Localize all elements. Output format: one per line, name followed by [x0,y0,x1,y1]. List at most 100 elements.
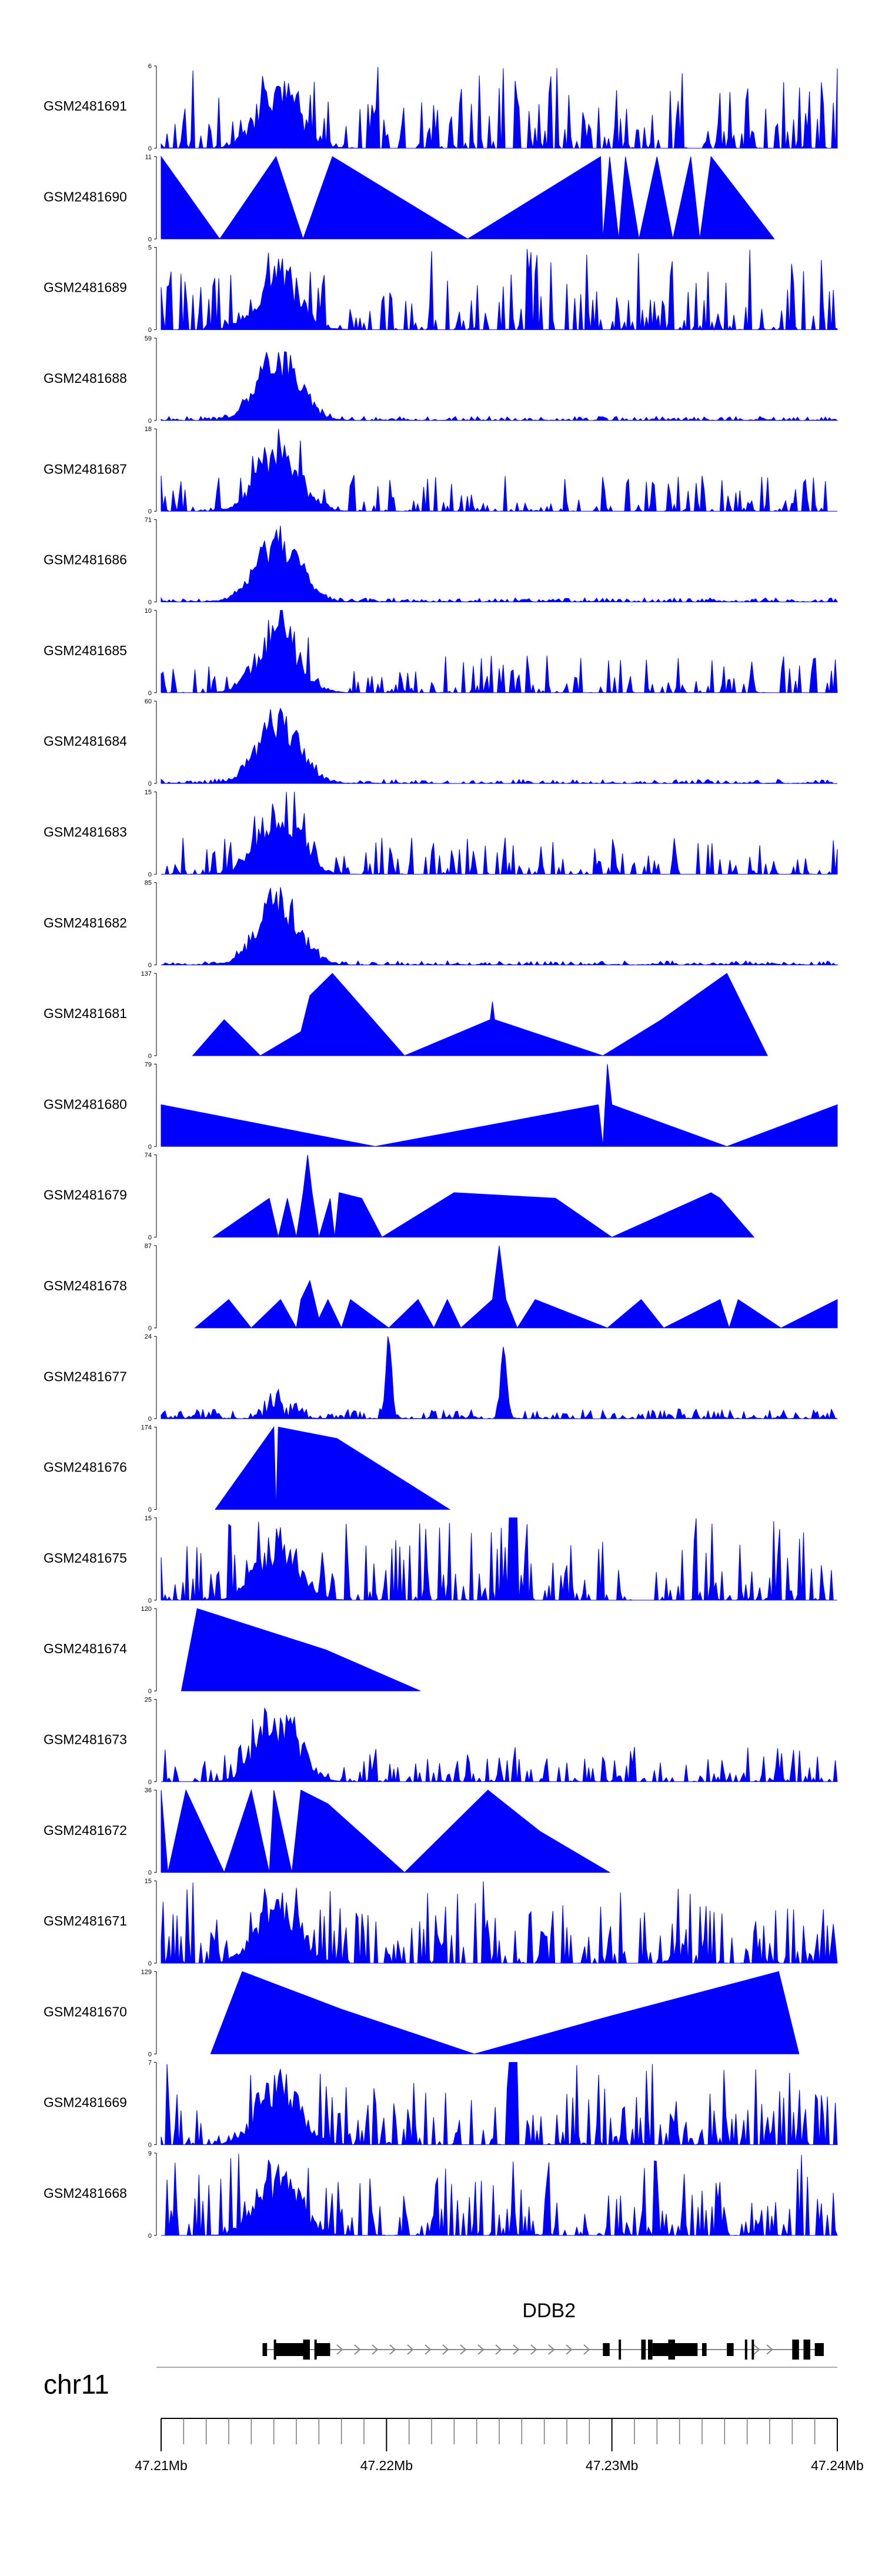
exon [603,2343,610,2356]
track-label: GSM2481676 [44,1460,127,1475]
y-tick-label: 0 [148,962,152,969]
y-tick-label: 0 [148,1507,152,1514]
exon [262,2343,268,2356]
y-tick-label: 9 [148,2150,152,2157]
y-tick-label: 0 [148,871,152,878]
coverage-area [161,155,775,240]
track-label: GSM2481690 [44,189,127,204]
y-tick-label: 0 [148,236,152,243]
coverage-area [161,2062,838,2146]
strand-arrow [530,2344,537,2355]
track-GSM2481691: GSM2481691 6 0 [44,63,838,152]
strand-arrow [372,2344,379,2355]
y-tick-label: 0 [148,2051,152,2058]
y-tick-label: 0 [148,2233,152,2240]
y-tick-label: 0 [148,780,152,788]
y-tick-label: 10 [145,608,152,615]
track-label: GSM2481677 [44,1369,127,1384]
track-label: GSM2481681 [44,1006,127,1021]
strand-arrow [583,2344,590,2355]
y-tick-label: 0 [148,1325,152,1332]
genome-axis: chr11 47.21Mb 47.22Mb 47.23Mb 47.24Mb [44,2367,864,2473]
coverage-area [194,1245,838,1329]
y-tick-label: 120 [141,1606,152,1613]
track-label: GSM2481674 [44,1641,127,1656]
y-tick-label: 0 [148,1960,152,1967]
y-tick-label: 7 [148,2060,152,2067]
exon [276,2343,303,2356]
y-tick-label: 137 [141,970,152,977]
exon [619,2340,622,2360]
coverage-area [161,351,838,421]
track-GSM2481668: GSM2481668 9 0 [44,2150,838,2240]
track-GSM2481670: GSM2481670 129 0 [44,1968,800,2058]
y-tick-label: 0 [148,1688,152,1695]
y-tick-label: 59 [145,335,152,342]
strand-arrow [354,2344,361,2355]
track-GSM2481681: GSM2481681 137 0 [44,970,769,1060]
strand-arrow [766,2344,773,2355]
track-GSM2481680: GSM2481680 79 0 [44,1061,838,1150]
exon [316,2343,330,2356]
y-tick-label: 36 [145,1787,152,1794]
coverage-area [215,1426,451,1510]
y-tick-label: 87 [145,1243,152,1250]
coverage-area [161,610,838,694]
y-tick-label: 0 [148,327,152,334]
y-tick-label: 11 [145,154,152,161]
strand-arrow [336,2344,343,2355]
coverage-area [212,1154,755,1238]
coverage-area [161,707,837,785]
exon [751,2340,754,2360]
y-tick-label: 5 [148,245,152,252]
y-tick-label: 0 [148,1416,152,1423]
strand-arrow [495,2344,502,2355]
exon [314,2340,317,2360]
exon [814,2343,824,2356]
strand-arrow [425,2344,432,2355]
y-tick-label: 71 [145,517,152,524]
x-tick-label: 47.21Mb [135,2458,188,2473]
y-tick-label: 174 [141,1424,152,1432]
track-label: GSM2481685 [44,643,127,658]
y-tick-label: 79 [145,1061,152,1068]
exon [727,2343,734,2356]
track-GSM2481669: GSM2481669 7 0 [44,2060,838,2149]
strand-arrow [477,2344,485,2355]
y-tick-label: 18 [145,426,152,433]
y-tick-label: 0 [148,2142,152,2149]
y-tick-label: 74 [145,1152,152,1159]
y-tick-label: 0 [148,418,152,425]
strand-arrow [460,2344,467,2355]
y-tick-label: 0 [148,1870,152,1877]
track-GSM2481676: GSM2481676 174 0 [44,1424,451,1514]
track-label: GSM2481691 [44,98,127,114]
track-label: GSM2481675 [44,1550,127,1566]
track-label: GSM2481688 [44,371,127,386]
track-label: GSM2481679 [44,1187,127,1203]
track-GSM2481687: GSM2481687 18 0 [44,426,837,515]
y-tick-label: 129 [141,1968,152,1976]
y-tick-label: 0 [148,690,152,697]
y-tick-label: 0 [148,1234,152,1242]
y-tick-label: 0 [148,508,152,515]
exon [668,2340,675,2360]
track-GSM2481675: GSM2481675 15 0 [44,1515,837,1604]
exon [273,2340,276,2360]
exon [648,2340,653,2360]
y-tick-label: 15 [145,1515,152,1522]
y-tick-label: 0 [148,145,152,152]
track-GSM2481672: GSM2481672 36 0 [44,1787,611,1877]
track-GSM2481684: GSM2481684 60 0 [44,698,837,788]
y-tick-label: 0 [148,1778,152,1786]
track-GSM2481690: GSM2481690 11 0 [44,154,775,243]
coverage-area [161,429,837,512]
track-GSM2481686: GSM2481686 71 0 [44,517,838,606]
track-label: GSM2481672 [44,1823,127,1838]
track-label: GSM2481686 [44,552,127,568]
strand-arrow [407,2344,414,2355]
y-tick-label: 6 [148,63,152,70]
strand-arrow [548,2344,555,2355]
track-label: GSM2481670 [44,2004,127,2019]
coverage-area [161,1788,611,1874]
